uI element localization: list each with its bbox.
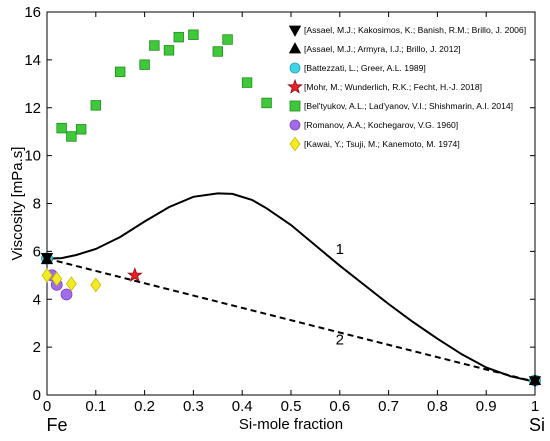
data-point-square <box>261 97 272 109</box>
legend-entry-label: [Kawai, Y.; Tsuji, M.; Kanemoto, M. 1974… <box>304 139 460 149</box>
legend-entry-label: [Bel'tyukov, A.L.; Lad'yanov, V.I.; Shis… <box>304 101 513 111</box>
legend-marker <box>288 42 302 54</box>
model-curve-2 <box>46 257 536 383</box>
data-point-square <box>173 31 184 43</box>
legend: [Assael, M.J.; Kakosimos, K.; Banish, R.… <box>287 25 526 152</box>
axes-ticks: 0 0.1 0.2 0.3 0.4 0.5 0.6 0.7 0.8 0.9 102468101214… <box>24 4 539 415</box>
x-tick-label: 0 <box>43 398 51 415</box>
x-tick-label: 0.8 <box>427 398 448 415</box>
legend-marker <box>289 119 301 131</box>
x-tick-label: 0.6 <box>329 398 350 415</box>
model-curves: 12 <box>46 192 536 383</box>
y-tick-label: 14 <box>24 52 41 69</box>
data-point-diamond <box>51 271 63 287</box>
legend-entry-label: [Romanov, A.A.; Kochegarov, V.G. 1960] <box>304 120 458 130</box>
curve-label-1: 1 <box>336 241 344 258</box>
legend-entry-label: [Assael, M.J.; Kakosimos, K.; Banish, R.… <box>304 25 526 35</box>
legend-entry-label: [Mohr, M.; Wunderlich, R.K.; Fecht, H.-J… <box>304 82 482 92</box>
data-point-square <box>163 45 175 56</box>
y-tick-label: 10 <box>24 148 41 165</box>
model-curve-1 <box>46 192 536 383</box>
y-tick-label: 12 <box>24 100 41 117</box>
y-tick-label: 16 <box>24 4 41 21</box>
legend-marker <box>289 136 301 152</box>
x-tick-label: 0.1 <box>85 398 106 415</box>
data-point-star <box>127 267 143 282</box>
data-point-square <box>66 131 77 142</box>
y-tick-label: 6 <box>33 243 41 260</box>
data-point-square <box>115 66 126 78</box>
y-tick-label: 4 <box>33 291 41 308</box>
data-point-square <box>149 40 160 51</box>
x-tick-label: 0.3 <box>183 398 204 415</box>
x-tick-label: 0.4 <box>232 398 253 415</box>
data-point-square <box>212 46 224 57</box>
x-tick-label: 0.5 <box>281 398 302 415</box>
data-point-square <box>188 29 199 40</box>
data-point-square <box>56 122 67 134</box>
data-point-square <box>222 34 233 45</box>
legend-marker <box>289 62 301 74</box>
data-point-square <box>75 124 87 135</box>
data-point-diamond <box>41 267 53 283</box>
data-point-triangle-down <box>40 252 54 265</box>
data-point-triangle-down <box>528 376 542 388</box>
x-axis-label: Si-mole fraction <box>239 416 343 433</box>
x-tick-label: 0.2 <box>134 398 155 415</box>
legend-marker <box>288 25 302 37</box>
x-tick-label: 0.9 <box>476 398 497 415</box>
si-end-label: Si <box>529 415 545 435</box>
legend-marker <box>289 100 301 112</box>
y-tick-label: 2 <box>33 339 41 356</box>
data-point-diamond <box>90 277 102 293</box>
y-tick-label: 0 <box>33 387 41 404</box>
data-point-square <box>241 77 253 88</box>
data-point-diamond <box>65 276 77 292</box>
x-tick-label: 1 <box>531 398 539 415</box>
data-point-square <box>90 100 102 111</box>
legend-entry-label: [Battezzati, L.; Greer, A.L. 1989] <box>304 63 426 73</box>
y-tick-label: 8 <box>33 196 41 213</box>
y-axis-label: Viscosity [mPa.s] <box>9 147 26 261</box>
curve-label-2: 2 <box>336 332 344 349</box>
fe-end-label: Fe <box>46 415 67 435</box>
legend-entry-label: [Assael, M.J.; Armyra, I.J.; Brillo, J. … <box>304 44 461 54</box>
legend-marker <box>287 78 303 94</box>
data-point-square <box>139 59 150 70</box>
x-tick-label: 0.7 <box>378 398 399 415</box>
data-point-circle <box>60 288 73 301</box>
data-markers <box>40 29 542 388</box>
